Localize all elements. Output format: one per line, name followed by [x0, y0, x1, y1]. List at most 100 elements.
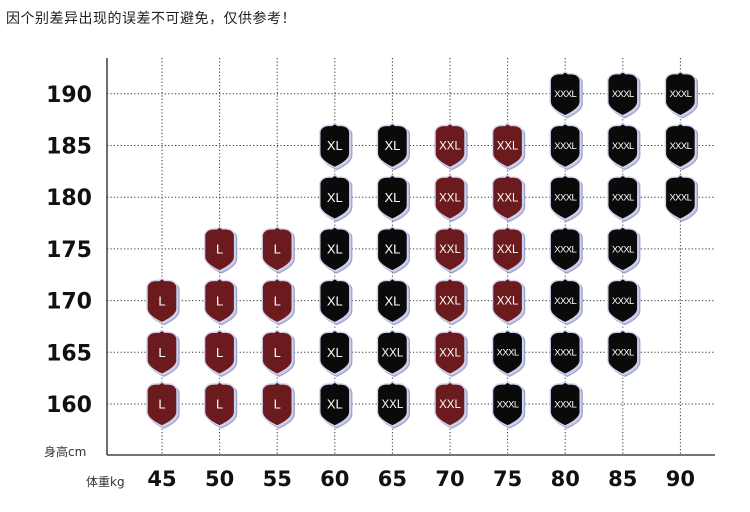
size-badge: [434, 122, 466, 169]
size-badge: [549, 277, 581, 324]
x-tick-label: 85: [608, 467, 637, 491]
size-badge-label: XXXL: [554, 348, 576, 359]
size-badge-label: XXXL: [554, 296, 576, 307]
size-badge: [549, 329, 581, 376]
size-badge-label: L: [158, 293, 165, 308]
size-badge: [664, 174, 697, 220]
size-badge: [319, 381, 351, 427]
size-badge-label: L: [216, 345, 223, 360]
size-badge: [491, 277, 524, 324]
size-badge-label: L: [274, 242, 281, 257]
size-badge-label: L: [274, 293, 281, 308]
x-axis-label: 体重kg: [86, 475, 125, 489]
size-badge-label: XXXL: [497, 348, 519, 359]
y-tick-label: 175: [46, 238, 92, 263]
size-badge: [434, 329, 466, 376]
size-badge-label: XL: [327, 242, 343, 257]
size-badge-label: XXL: [439, 347, 461, 359]
size-badge-label: XXXL: [554, 141, 576, 152]
size-badge-label: XXL: [497, 244, 519, 256]
size-badge: [376, 277, 409, 324]
size-badge-label: XXL: [497, 141, 519, 153]
y-tick-label: 185: [46, 135, 92, 160]
y-axis-label: 身高cm: [44, 444, 86, 459]
size-badge-label: XXL: [497, 192, 519, 204]
size-badge-label: XXXL: [612, 141, 634, 152]
size-badge: [607, 174, 639, 220]
size-badge-label: XXXL: [612, 244, 634, 255]
size-badge-label: XXL: [439, 244, 461, 256]
size-badge: [607, 122, 639, 169]
size-badge: [607, 277, 639, 324]
size-badge-label: XL: [384, 138, 400, 153]
size-badge: [203, 329, 236, 376]
size-badge: [664, 70, 697, 117]
size-badge-label: XL: [327, 138, 343, 153]
size-badge: [664, 122, 697, 169]
size-badge-label: L: [274, 397, 281, 412]
y-tick-label: 170: [46, 290, 92, 315]
size-badge: [203, 381, 236, 427]
size-badge: [491, 381, 524, 427]
x-tick-label: 45: [147, 467, 176, 491]
size-badge-label: XXL: [439, 192, 461, 204]
x-tick-label: 50: [205, 467, 234, 491]
size-badge: [607, 70, 639, 117]
size-badge: [146, 277, 178, 324]
size-badge: [549, 70, 581, 117]
size-badge-label: XXXL: [554, 399, 576, 410]
y-tick-label: 160: [46, 393, 92, 418]
x-tick-label: 75: [493, 467, 522, 491]
y-tick-label: 180: [46, 186, 92, 211]
size-badge: [319, 174, 351, 220]
size-badge: [376, 329, 409, 376]
size-badge: [261, 381, 293, 427]
size-badge: [376, 381, 409, 427]
size-badge: [491, 226, 524, 272]
size-badge-label: L: [158, 345, 165, 360]
y-tick-label: 190: [46, 83, 92, 108]
size-badge: [376, 122, 409, 169]
size-badge-label: L: [216, 242, 223, 257]
size-badge: [203, 277, 236, 324]
size-badge-label: XXXL: [612, 193, 634, 204]
size-badge: [434, 277, 466, 324]
x-tick-label: 65: [378, 467, 407, 491]
size-badge: [607, 329, 639, 376]
size-badge-label: XXL: [382, 347, 404, 359]
size-badge: [319, 277, 351, 324]
size-badge-label: XXXL: [554, 193, 576, 204]
x-tick-label: 70: [435, 467, 464, 491]
size-badge-label: XL: [384, 242, 400, 257]
y-tick-label: 165: [46, 341, 92, 366]
size-badge-label: XXXL: [612, 348, 634, 359]
size-badge: [549, 174, 581, 220]
size-badge-label: XL: [384, 293, 400, 308]
size-badge: [491, 174, 524, 220]
x-tick-label: 60: [320, 467, 349, 491]
size-badge-label: XXL: [439, 296, 461, 308]
size-badge: [261, 329, 293, 376]
x-tick-label: 55: [263, 467, 292, 491]
size-badge: [319, 329, 351, 376]
size-badge: [203, 226, 236, 272]
size-badge-label: XXXL: [497, 399, 519, 410]
size-badge-label: XXXL: [612, 89, 634, 100]
size-badge: [261, 277, 293, 324]
size-badge-label: XL: [327, 190, 343, 205]
size-badge-label: XXXL: [554, 89, 576, 100]
size-badge-label: XXXL: [554, 244, 576, 255]
size-badge-label: XXXL: [612, 296, 634, 307]
size-badge: [434, 226, 466, 272]
size-badge: [376, 226, 409, 272]
size-badge-label: XXL: [439, 399, 461, 411]
size-badge-label: L: [158, 397, 165, 412]
size-badge: [319, 226, 351, 272]
size-badge: [434, 381, 466, 427]
size-badge-label: XXXL: [669, 141, 691, 152]
size-badge-label: XXXL: [669, 193, 691, 204]
size-badge-label: XL: [327, 397, 343, 412]
size-badge: [434, 174, 466, 220]
x-tick-label: 80: [551, 467, 580, 491]
